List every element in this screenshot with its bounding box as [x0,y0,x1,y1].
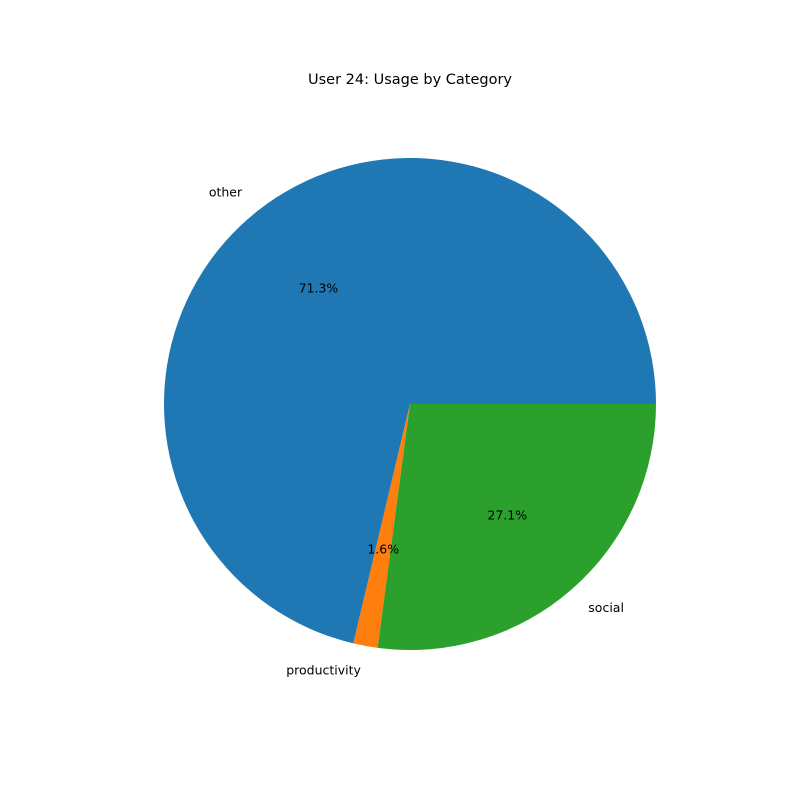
pie-slices [163,158,656,650]
pie-category-label-social: social [588,600,624,615]
pie-category-label-productivity: productivity [286,663,361,678]
pie-slice-productivity [353,404,410,648]
pie-category-label-other: other [209,184,243,199]
pie-slice-other [163,158,656,644]
pie-slice-social [377,404,656,650]
pie-pct-label-social: 27.1% [487,508,527,523]
pie-labels: 71.3% other 1.6% productivity 27.1% social [209,184,624,677]
pie-pct-label-other: 71.3% [299,281,339,296]
chart-title: User 24: Usage by Category [307,72,513,88]
pie-pct-label-productivity: 1.6% [367,542,399,557]
